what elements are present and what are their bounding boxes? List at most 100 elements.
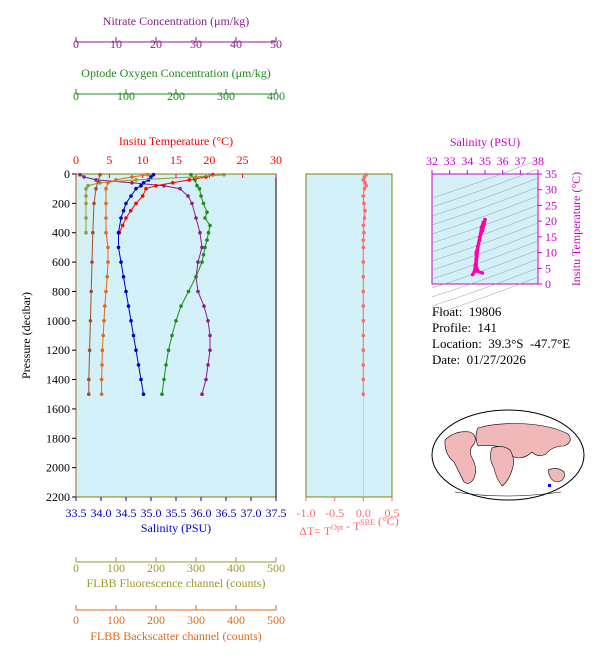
map-float-marker (548, 484, 551, 487)
main-plot-area (75, 173, 277, 498)
delta-point (362, 201, 366, 206)
ts-point (474, 250, 479, 255)
temperature-tick-label: 20 (203, 153, 215, 167)
oxygen-tick-label: 0 (73, 89, 79, 103)
salinity-point (129, 319, 133, 323)
fluorescence-point (84, 194, 88, 198)
oxygen-point (203, 216, 207, 220)
backscatter-point (130, 175, 134, 179)
temperature-tick-label: 30 (270, 153, 282, 167)
oxygen-point (205, 210, 209, 214)
salinity-tick-label: 35.0 (141, 506, 162, 520)
oxygen-point (205, 238, 209, 242)
nitrate-tick-label: 40 (230, 37, 242, 51)
delta-point (363, 181, 367, 185)
salinity-tick-label: 34.5 (116, 506, 137, 520)
backscatter-point (114, 178, 118, 182)
nitrate-point (196, 289, 200, 294)
ts-y-tick-label: 35 (545, 167, 557, 181)
oxygen-tick-label: 100 (117, 89, 135, 103)
backscatter-point (103, 304, 107, 308)
backscatter-point (104, 201, 108, 206)
fluorescence-point (84, 186, 88, 191)
oxygen-point (206, 230, 211, 235)
nitrate-point (202, 304, 206, 308)
ts-point (476, 244, 480, 249)
delta-axis-label-sup: SBE (360, 518, 375, 527)
map-land-eurasia (475, 423, 571, 459)
nitrate-point (186, 194, 190, 198)
temperature-point (140, 194, 145, 198)
ts-point (477, 235, 482, 239)
nitrate-point (204, 377, 208, 382)
pressure-tick-label: 2200 (46, 490, 70, 504)
oxygen-point (201, 201, 206, 206)
backscatter-low-point (87, 377, 91, 382)
fluorescence-point (134, 178, 138, 182)
ts-point (478, 231, 483, 236)
map-land-africa (490, 446, 514, 487)
backscatter-tick-label: 100 (107, 613, 125, 627)
oxygen-point (179, 304, 183, 308)
delta-point (361, 194, 366, 198)
nitrate-tick-label: 0 (73, 37, 79, 51)
temperature-point (128, 208, 133, 213)
salinity-point (134, 186, 138, 191)
oxygen-point (189, 172, 193, 177)
salinity-tick-label: 36.5 (216, 506, 237, 520)
delta-point (362, 216, 367, 220)
delta-tick-label: 0.5 (385, 506, 400, 520)
oxygen-point (186, 289, 191, 294)
oxygen-axis-label: Optode Oxygen Concentration (μm/kg) (81, 66, 270, 80)
salinity-point (141, 181, 146, 185)
info-float: Float: 19806 (432, 304, 502, 319)
ts-point (480, 228, 485, 233)
backscatter-point (146, 172, 150, 177)
ts-density-contour (431, 177, 539, 217)
salinity-point (146, 178, 151, 182)
delta-axis-label-part: (°C) (375, 514, 399, 528)
nitrate-tick-label: 30 (190, 37, 202, 51)
temperature-tick-label: 10 (137, 153, 149, 167)
oxygen-point (203, 245, 207, 250)
ts-point (472, 269, 477, 274)
backscatter-point (100, 348, 105, 353)
backscatter-low-point (87, 392, 91, 397)
backscatter-low-point (91, 230, 95, 235)
pressure-tick-label: 2000 (46, 461, 70, 475)
nitrate-point (178, 186, 182, 191)
ts-point (479, 225, 484, 230)
salinity-point (121, 208, 126, 213)
backscatter-tick-label: 300 (187, 613, 205, 627)
ts-x-tick-label: 38 (532, 154, 544, 168)
backscatter-tick-label: 0 (73, 613, 79, 627)
pressure-tick-label: 400 (52, 226, 70, 240)
delta-tick-label: -0.5 (325, 506, 344, 520)
delta-point (361, 223, 366, 228)
map-land-antarctica (454, 491, 562, 497)
ts-density-contour (431, 168, 539, 208)
backscatter-point (99, 392, 104, 397)
backscatter-point (106, 245, 110, 250)
fluorescence-tick-label: 100 (107, 561, 125, 575)
temperature-tick-label: 0 (73, 153, 79, 167)
ts-density-contour (431, 276, 539, 316)
ts-x-tick-label: 37 (514, 154, 526, 168)
ts-density-contour (431, 159, 539, 199)
pressure-tick-label: 1800 (46, 431, 70, 445)
world-map (431, 409, 585, 501)
backscatter-low-point (88, 319, 93, 323)
nitrate-point (78, 172, 82, 177)
pressure-tick-label: 200 (52, 196, 70, 210)
ts-density-contour (431, 267, 539, 307)
salinity-point (119, 216, 123, 220)
delta-axis-label-part: ΔT= T (299, 524, 332, 538)
delta-point (362, 186, 367, 191)
nitrate-axis-label: Nitrate Concentration (μm/kg) (103, 14, 249, 28)
fluorescence-axis-label: FLBB Fluorescence channel (counts) (87, 576, 266, 590)
pressure-tick-label: 600 (52, 255, 70, 269)
ts-density-contour (431, 231, 539, 271)
ts-point (482, 222, 486, 227)
backscatter-low-point (90, 260, 94, 264)
backscatter-point (106, 260, 110, 264)
